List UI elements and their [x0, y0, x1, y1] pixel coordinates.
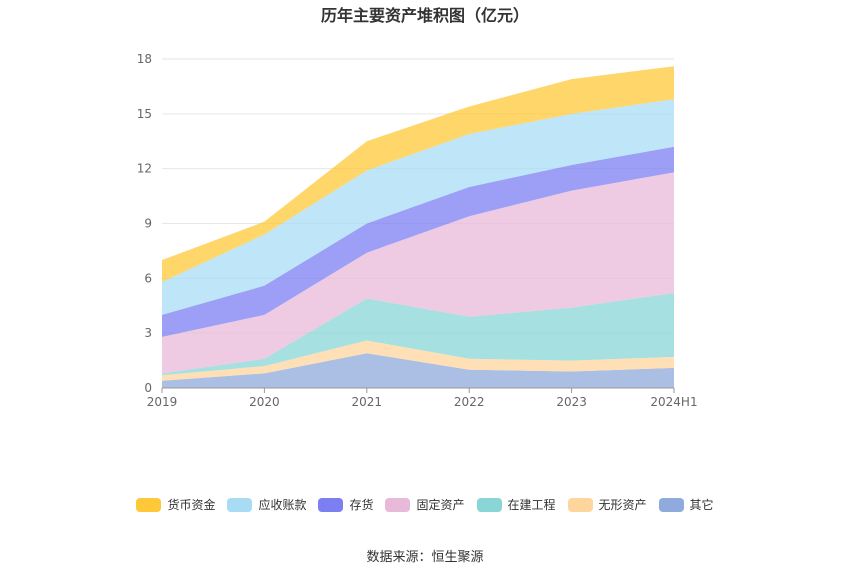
legend-swatch: [385, 497, 411, 512]
legend-label: 存货: [349, 498, 374, 512]
legend-swatch: [658, 497, 684, 512]
legend-label: 无形资产: [598, 498, 647, 512]
y-tick-label: 18: [137, 52, 152, 66]
series-area: [162, 353, 674, 388]
legend-label: 应收账款: [258, 498, 307, 512]
y-tick-label: 6: [144, 271, 152, 285]
legend-swatch: [227, 497, 253, 512]
legend-item[interactable]: 无形资产: [567, 496, 647, 513]
legend-item[interactable]: 在建工程: [476, 496, 556, 513]
series-area: [162, 66, 674, 282]
x-tick-label: 2019: [147, 395, 178, 409]
legend-label: 其它: [689, 498, 714, 512]
y-tick-label: 0: [144, 381, 152, 395]
y-tick-label: 3: [144, 326, 152, 340]
legend-label: 货币资金: [167, 498, 216, 512]
series-area: [162, 172, 674, 374]
legend-swatch: [136, 497, 162, 512]
x-tick-label: 2022: [454, 395, 485, 409]
y-tick-label: 12: [137, 162, 152, 176]
legend-item[interactable]: 固定资产: [385, 496, 465, 513]
legend-item[interactable]: 其它: [658, 496, 714, 513]
legend-item[interactable]: 应收账款: [227, 496, 306, 513]
x-tick-label: 2021: [352, 395, 383, 409]
series-area: [162, 99, 674, 315]
chart-title: 历年主要资产堆积图（亿元）: [320, 6, 529, 25]
x-tick-label: 2023: [556, 395, 587, 409]
legend-item[interactable]: 存货: [318, 496, 373, 513]
legend-label: 在建工程: [507, 498, 556, 512]
chart-legend: 货币资金 应收账款 存货 固定资产 在建工程 无形资产 其它: [0, 496, 850, 513]
x-tick-label: 2024H1: [650, 395, 697, 409]
series-area: [162, 340, 674, 381]
legend-swatch: [476, 497, 502, 512]
legend-label: 固定资产: [416, 498, 465, 512]
legend-swatch: [318, 497, 344, 512]
y-tick-label: 9: [144, 217, 152, 231]
series-area: [162, 292, 674, 376]
series-area: [162, 146, 674, 337]
legend-item[interactable]: 货币资金: [136, 496, 215, 513]
data-source: 数据来源：恒生聚源: [366, 550, 484, 565]
legend-swatch: [567, 497, 593, 512]
stacked-area-chart: 0 3 6 9 12 15 18 2019 2020 2021 2022 2023 2024H1: [137, 52, 698, 409]
y-tick-label: 15: [137, 107, 152, 121]
x-tick-label: 2020: [249, 395, 280, 409]
